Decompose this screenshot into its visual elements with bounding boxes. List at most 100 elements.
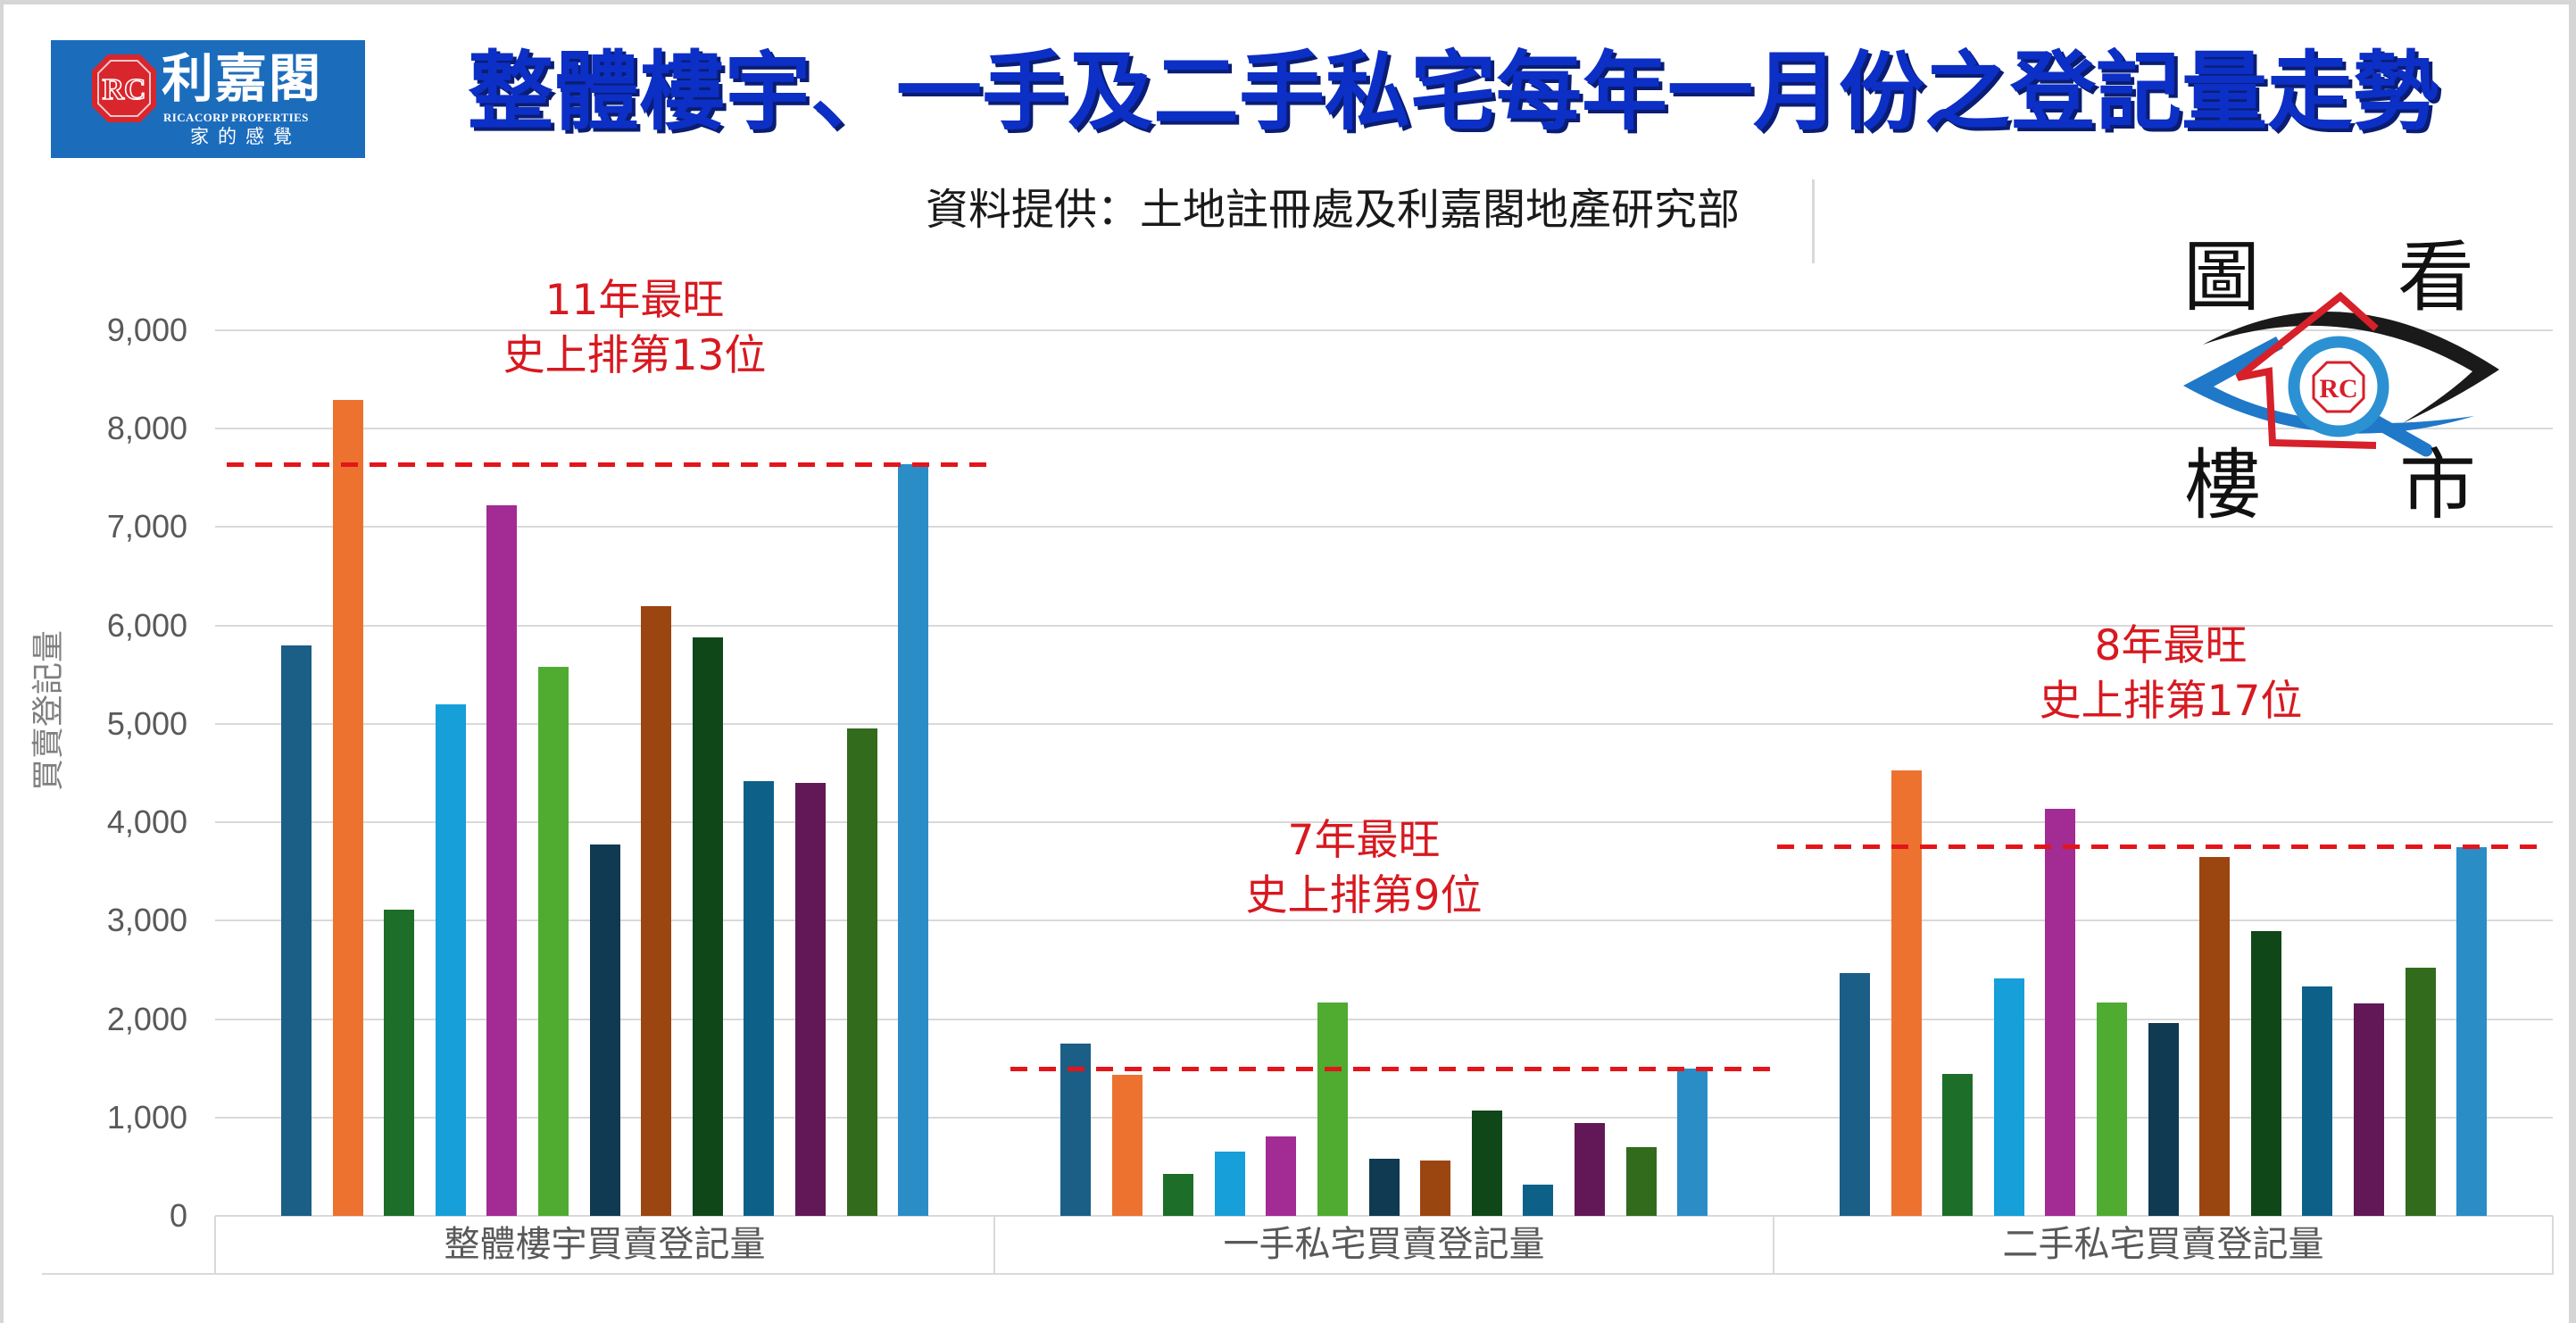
category-label: 整體樓宇買賣登記量 — [444, 1224, 766, 1265]
y-tick-label: 1,000 — [106, 1098, 187, 1136]
y-tick-label: 6,000 — [106, 606, 187, 644]
annotation-line: 史上排第17位 — [2039, 677, 2303, 726]
category-separator — [1773, 1216, 1774, 1274]
bar — [1317, 1002, 1348, 1216]
y-tick-label: 8,000 — [106, 410, 187, 447]
y-tick-label: 4,000 — [106, 803, 187, 841]
bar — [795, 783, 826, 1216]
annotation-line: 8年最旺 — [2094, 621, 2248, 670]
bar — [1471, 1111, 1502, 1216]
badge-char-kan: 看 — [2397, 233, 2474, 322]
bar — [744, 780, 775, 1216]
bar — [1993, 978, 2024, 1216]
gridline — [215, 1116, 2553, 1119]
bar — [2405, 968, 2436, 1216]
annotation-text: 11年最旺史上排第13位 — [503, 273, 767, 384]
bar — [1840, 972, 1870, 1216]
bar — [692, 637, 723, 1216]
gridline — [215, 428, 2553, 430]
annotation-line: 史上排第13位 — [503, 331, 767, 380]
bar — [538, 666, 569, 1216]
bar — [589, 845, 620, 1216]
annotation-text: 8年最旺史上排第17位 — [2040, 619, 2303, 729]
bar — [1523, 1184, 1554, 1216]
category-axis-bottom-line — [42, 1273, 2554, 1275]
reference-line-dashed — [1777, 844, 2538, 849]
y-tick-label: 2,000 — [106, 1000, 187, 1037]
bar — [641, 605, 672, 1216]
bar — [2199, 856, 2231, 1216]
data-source-subtitle: 資料提供：土地註冊處及利嘉閣地產研究部 — [925, 185, 1741, 235]
y-tick-label: 0 — [169, 1197, 187, 1234]
frame-border-left — [0, 0, 4, 1323]
brand-name-english: RICACORP PROPERTIES — [163, 111, 309, 124]
badge-char-lou: 樓 — [2184, 441, 2261, 530]
svg-text:RC: RC — [2319, 374, 2357, 404]
bar — [846, 728, 877, 1216]
bar — [486, 505, 518, 1216]
bar — [1625, 1146, 1657, 1216]
category-separator — [2552, 1216, 2554, 1274]
bar — [1163, 1173, 1194, 1216]
frame-border-right — [2569, 0, 2576, 1323]
svg-text:RC: RC — [102, 73, 145, 106]
bar — [435, 703, 466, 1216]
bar — [2302, 986, 2333, 1216]
annotation-line: 11年最旺 — [544, 276, 725, 325]
bar — [1111, 1075, 1143, 1216]
annotation-line: 7年最旺 — [1287, 816, 1441, 865]
bar — [2148, 1022, 2179, 1216]
bar — [1060, 1044, 1091, 1216]
divider — [1812, 179, 1815, 263]
gridline — [215, 821, 2553, 824]
bar — [1266, 1136, 1297, 1216]
frame-border-top — [0, 0, 2576, 4]
bar — [332, 400, 363, 1216]
y-axis-title: 買賣登記量 — [30, 629, 67, 792]
gridline — [215, 722, 2553, 725]
gridline — [215, 1215, 2553, 1217]
annotation-line: 史上排第9位 — [1245, 871, 1483, 920]
bar — [1677, 1068, 1708, 1216]
brand-slogan: 家的感覺 — [190, 126, 301, 147]
gridline — [215, 329, 2553, 331]
bar — [898, 463, 929, 1216]
bar — [1942, 1074, 1974, 1216]
bar — [2456, 846, 2488, 1216]
bar — [1214, 1152, 1245, 1216]
badge-char-tu: 圖 — [2183, 233, 2260, 322]
reference-line-dashed — [227, 462, 987, 467]
category-separator — [993, 1216, 995, 1274]
bar — [384, 910, 415, 1216]
category-label: 二手私宅買賣登記量 — [2002, 1224, 2324, 1265]
bar — [2045, 808, 2076, 1216]
annotation-text: 7年最旺史上排第9位 — [1246, 813, 1483, 924]
bar — [1368, 1159, 1400, 1216]
y-tick-label: 3,000 — [106, 902, 187, 939]
chart-title: 整體樓宇、一手及二手私宅每年一月份之登記量走勢 — [468, 42, 2439, 142]
tu-kan-lou-shi-badge: RC 圖 看 樓 市 — [2183, 233, 2499, 530]
y-tick-label: 7,000 — [106, 508, 187, 545]
bar — [1575, 1123, 1605, 1216]
gridline — [215, 624, 2553, 627]
y-tick-label: 5,000 — [106, 704, 187, 742]
category-separator — [214, 1216, 216, 1274]
gridline — [215, 1018, 2553, 1020]
ricacorp-logo: RC 利嘉閣 RICACORP PROPERTIES 家的感覺 — [51, 40, 365, 158]
badge-char-shi: 市 — [2399, 441, 2476, 530]
bar — [281, 645, 312, 1216]
eye-house-magnifier-icon: RC — [2183, 291, 2499, 457]
bar — [1420, 1161, 1451, 1216]
category-label: 一手私宅買賣登記量 — [1223, 1224, 1545, 1265]
gridline — [215, 526, 2553, 528]
bar — [2097, 1002, 2127, 1216]
reference-line-dashed — [1010, 1066, 1771, 1071]
gridline — [215, 919, 2553, 922]
bar — [1890, 770, 1922, 1216]
rc-emblem-icon: RC — [92, 54, 156, 122]
bar — [2354, 1003, 2384, 1216]
bar — [2250, 931, 2281, 1216]
y-tick-label: 9,000 — [106, 312, 187, 348]
